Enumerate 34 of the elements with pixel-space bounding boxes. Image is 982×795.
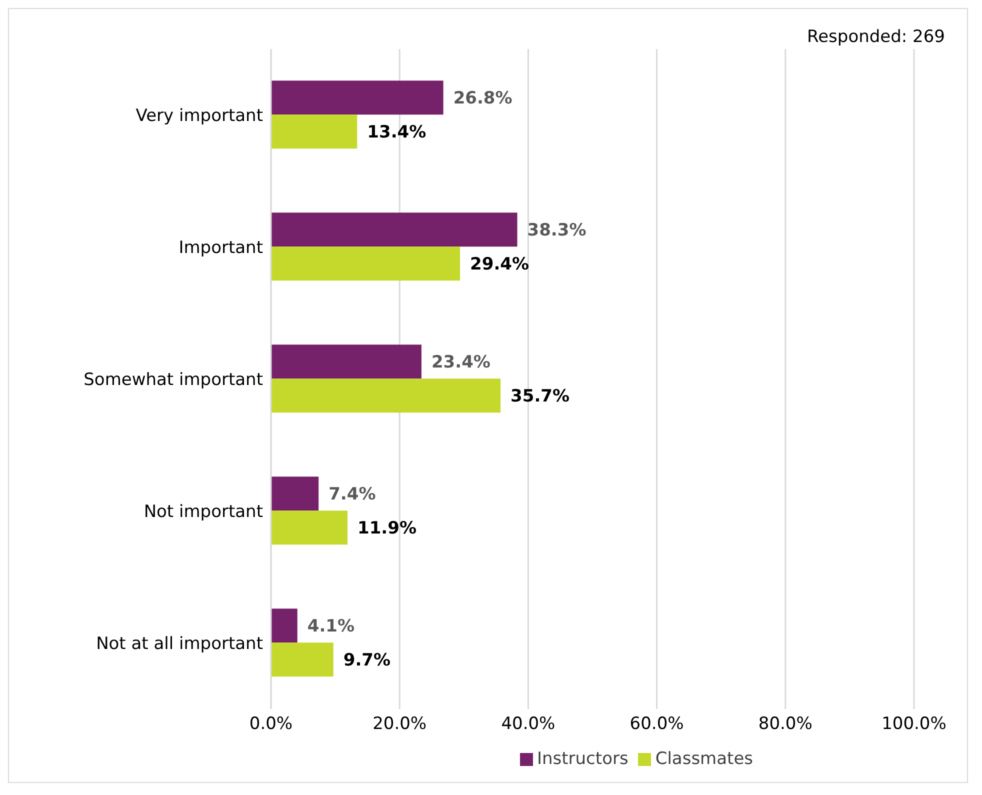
data-label: 29.4%: [470, 254, 530, 275]
x-tick-label: 60.0%: [630, 714, 684, 734]
x-tick-label: 0.0%: [249, 714, 293, 734]
data-label: 9.7%: [343, 650, 391, 671]
bar: [271, 378, 501, 413]
bar: [271, 608, 298, 643]
data-label: 13.4%: [367, 122, 426, 143]
bar: [271, 80, 444, 115]
y-tick-label: Not at all important: [96, 634, 264, 654]
x-tick-label: 20.0%: [372, 714, 427, 734]
bar: [271, 642, 334, 677]
bar: [271, 344, 422, 379]
bar: [271, 246, 460, 281]
bar: [271, 212, 518, 247]
y-tick-label: Somewhat important: [84, 370, 264, 390]
y-tick-label: Not important: [144, 502, 264, 522]
data-label: 35.7%: [510, 386, 570, 407]
bar: [271, 114, 358, 149]
data-label: 26.8%: [453, 88, 512, 109]
text: Responded: 269: [807, 27, 945, 47]
data-label: 7.4%: [328, 484, 376, 505]
data-label: 23.4%: [431, 352, 490, 373]
x-tick-label: 80.0%: [758, 714, 812, 734]
y-tick-label: Important: [178, 238, 264, 258]
bar: [271, 510, 348, 545]
y-tick-label: Very important: [136, 106, 264, 126]
x-tick-label: 100.0%: [882, 714, 946, 734]
legend-label: Classmates: [655, 749, 754, 769]
x-tick-label: 40.0%: [501, 714, 556, 734]
data-label: 4.1%: [307, 616, 355, 637]
data-label: 38.3%: [527, 220, 586, 241]
bar: [271, 476, 319, 511]
legend-label: Instructors: [536, 749, 628, 769]
data-label: 11.9%: [358, 518, 416, 539]
